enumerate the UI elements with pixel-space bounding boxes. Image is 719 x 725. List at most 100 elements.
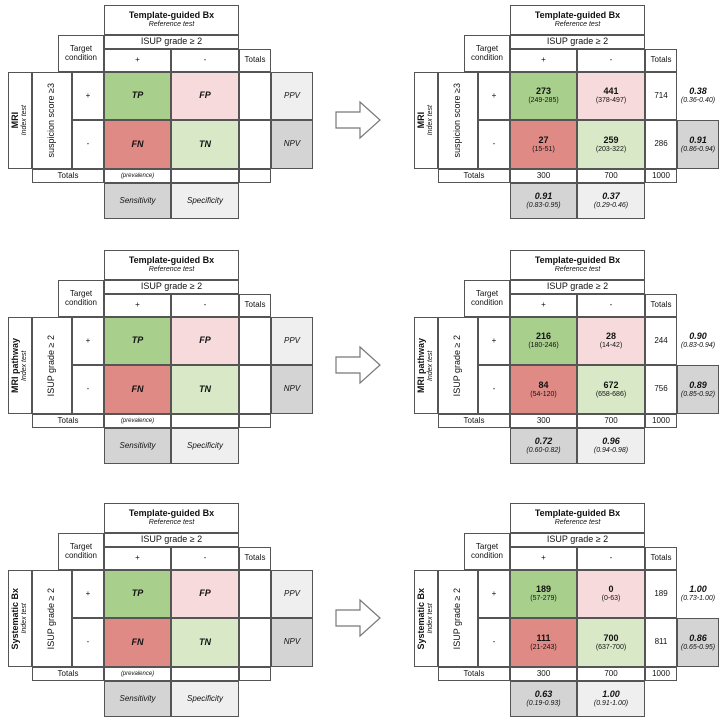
index-test-title: MRI xyxy=(416,112,427,129)
sensitivity-value: 0.72 (0.60-0.82) xyxy=(510,428,577,464)
cell-tp: TP xyxy=(104,317,171,365)
arrow-right-icon xyxy=(335,598,381,638)
cell-fp-value: 441 xyxy=(603,86,619,97)
header-subtitle: Reference test xyxy=(148,266,195,274)
col-total-pos: 300 xyxy=(510,414,577,428)
specificity-value: 1.00 (0.91-1.00) xyxy=(577,681,645,717)
prevalence-label: (prevalence) xyxy=(104,169,171,183)
cell-tp: TP xyxy=(104,72,171,120)
template-panel-0: Template-guided Bx Reference test ISUP gra… xyxy=(8,5,313,227)
target-condition-label: Target condition xyxy=(58,533,104,570)
specificity-value-value: 1.00 xyxy=(602,689,620,700)
sensitivity-value-ci: (0.83-0.95) xyxy=(526,202,561,210)
criterion-text: ISUP grade ≥ 2 xyxy=(452,334,463,397)
row-label-minus: - xyxy=(72,120,104,169)
criterion-text: suspicion score ≥3 xyxy=(452,83,463,158)
sensitivity-label: Sensitivity xyxy=(104,681,171,717)
header-title: Template-guided Bx xyxy=(128,508,215,519)
col-header-totals: Totals xyxy=(645,294,677,317)
row-total-neg: 756 xyxy=(645,365,677,414)
col-total-pos: 300 xyxy=(510,667,577,681)
grand-total xyxy=(239,414,271,428)
cell-tn-value: 672 xyxy=(603,379,619,390)
criterion-text: ISUP grade ≥ 2 xyxy=(46,334,57,397)
col-total-neg xyxy=(171,169,239,183)
cell-tn-ci: (658-686) xyxy=(595,390,627,398)
result-panel-2: Template-guided Bx Reference test ISUP gra… xyxy=(414,503,719,725)
row-total-pos: 714 xyxy=(645,72,677,120)
cell-tp-value: 273 xyxy=(535,86,552,97)
index-test-criterion: suspicion score ≥3 xyxy=(32,72,72,169)
index-test-title: MRI xyxy=(10,112,21,129)
col-header-minus: - xyxy=(577,294,645,317)
col-header-minus: - xyxy=(577,49,645,72)
cell-fn-ci: (15-51) xyxy=(532,145,555,153)
target-condition-label: Target condition xyxy=(464,533,510,570)
ppv-label: PPV xyxy=(271,72,313,120)
cell-fp: FP xyxy=(171,317,239,365)
header-block: Template-guided Bx Reference test xyxy=(104,503,239,533)
index-test-subtitle: Index test xyxy=(427,603,435,634)
specificity-value-ci: (0.94-0.98) xyxy=(593,447,629,455)
col-total-neg: 700 xyxy=(577,414,645,428)
row-label-plus: + xyxy=(72,317,104,365)
cell-tn: 672 (658-686) xyxy=(577,365,645,414)
header-condition: ISUP grade ≥ 2 xyxy=(104,280,239,294)
header-condition: ISUP grade ≥ 2 xyxy=(510,533,645,547)
col-total-neg xyxy=(171,667,239,681)
row-label-plus: + xyxy=(72,72,104,120)
ppv-label: PPV xyxy=(271,317,313,365)
index-test-name: MRI Index test xyxy=(8,72,32,169)
header-title: Template-guided Bx xyxy=(534,255,621,266)
npv-value-value: 0.89 xyxy=(689,379,707,390)
specificity-value: 0.37 (0.29-0.46) xyxy=(577,183,645,219)
cell-tn: TN xyxy=(171,618,239,667)
index-test-title: Systematic Bx xyxy=(10,587,21,650)
sensitivity-value: 0.91 (0.83-0.95) xyxy=(510,183,577,219)
cell-tp-value: 189 xyxy=(535,584,552,595)
index-test-title: MRI pathway xyxy=(10,337,21,393)
specificity-value-ci: (0.29-0.46) xyxy=(593,202,629,210)
header-subtitle: Reference test xyxy=(148,21,195,29)
index-test-name: MRI Index test xyxy=(414,72,438,169)
cell-fn-value: 27 xyxy=(538,134,549,145)
condition-label: condition xyxy=(64,550,98,560)
col-header-totals: Totals xyxy=(239,294,271,317)
cell-tn: TN xyxy=(171,120,239,169)
row-total-pos: 189 xyxy=(645,570,677,618)
row-label-plus: + xyxy=(478,570,510,618)
sensitivity-value-value: 0.72 xyxy=(534,436,553,447)
row-total-neg xyxy=(239,618,271,667)
cell-tp-value: 216 xyxy=(535,331,552,342)
col-total-neg: 700 xyxy=(577,667,645,681)
index-test-subtitle: Index test xyxy=(427,350,435,381)
sensitivity-value-ci: (0.60-0.82) xyxy=(526,447,561,455)
target-condition-label: Target condition xyxy=(464,280,510,317)
npv-value: 0.86 (0.65-0.95) xyxy=(677,618,719,667)
header-block: Template-guided Bx Reference test xyxy=(104,5,239,35)
target-label: Target xyxy=(69,541,93,551)
target-condition-label: Target condition xyxy=(58,280,104,317)
npv-value-ci: (0.85-0.92) xyxy=(680,390,716,398)
index-test-name-inner: Systematic Bx Index test xyxy=(10,587,29,650)
grand-total: 1000 xyxy=(645,169,677,183)
cell-fn-ci: (54-120) xyxy=(530,390,557,398)
cell-fp: 28 (14-42) xyxy=(577,317,645,365)
header-block: Template-guided Bx Reference test xyxy=(510,250,645,280)
target-condition-label: Target condition xyxy=(58,35,104,72)
ppv-value-value: 0.90 xyxy=(689,331,707,342)
row-total-neg: 286 xyxy=(645,120,677,169)
cell-tn: 700 (637-700) xyxy=(577,618,645,667)
cell-fn-ci: (21-243) xyxy=(530,643,557,651)
template-panel-2: Template-guided Bx Reference test ISUP gra… xyxy=(8,503,313,725)
arrow-right-icon xyxy=(335,100,381,140)
criterion-text: ISUP grade ≥ 2 xyxy=(46,587,57,650)
condition-label: condition xyxy=(470,52,504,62)
template-panel-1: Template-guided Bx Reference test ISUP gra… xyxy=(8,250,313,472)
row-label-plus: + xyxy=(72,570,104,618)
target-label: Target xyxy=(475,288,499,298)
criterion-text: suspicion score ≥3 xyxy=(46,83,57,158)
npv-value-ci: (0.65-0.95) xyxy=(680,643,716,651)
index-test-subtitle: Index test xyxy=(427,105,435,136)
grand-total xyxy=(239,169,271,183)
